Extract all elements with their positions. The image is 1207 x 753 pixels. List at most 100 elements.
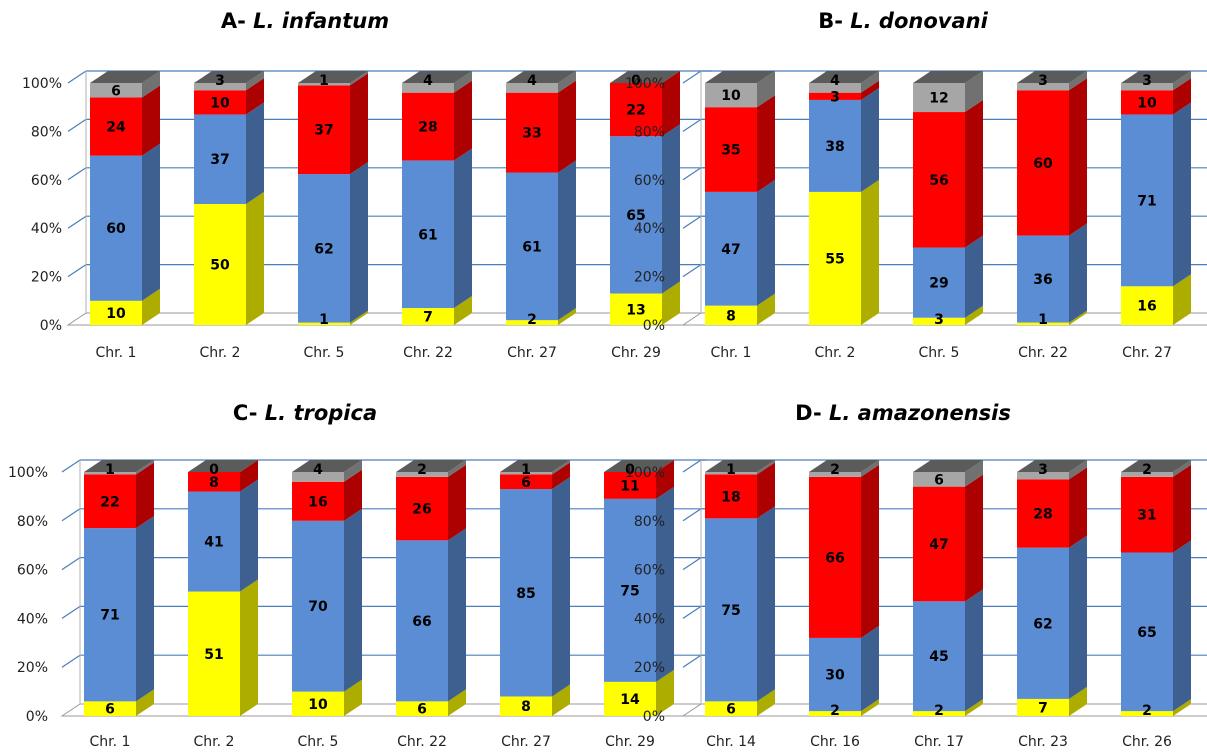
bar-side-yellow <box>1069 310 1087 325</box>
data-label: 7 <box>423 310 433 326</box>
data-label: 70 <box>308 599 328 615</box>
y-tick-label: 20% <box>31 270 62 286</box>
bar-side-yellow <box>136 689 154 716</box>
data-label: 2 <box>934 703 944 719</box>
data-label: 1 <box>521 462 531 478</box>
bar-segment-blue <box>1121 114 1173 287</box>
data-label: 1 <box>105 462 115 478</box>
gridline-diagonal <box>61 605 81 619</box>
bar-side-red <box>757 95 775 192</box>
bar-side-gray <box>552 460 570 475</box>
bar-side-blue <box>757 506 775 702</box>
bar-side-blue <box>344 508 362 692</box>
bar-side-yellow <box>454 296 472 325</box>
bar-top <box>1017 71 1087 83</box>
bar-side-blue <box>1173 540 1191 712</box>
x-category-label: Chr. 23 <box>1018 734 1068 750</box>
data-label: 2 <box>1142 462 1152 478</box>
bar-segment-yellow <box>1121 286 1173 325</box>
bar-segment-yellow <box>506 320 558 325</box>
bar-segment-yellow <box>1017 322 1069 325</box>
bar-segment-gray <box>809 472 861 477</box>
bar-side-yellow <box>965 305 983 325</box>
bar-segment-red <box>1017 90 1069 236</box>
data-label: 2 <box>1142 703 1152 719</box>
bar-side-blue <box>552 477 570 697</box>
bar-side-gray <box>965 71 983 113</box>
y-tick-label: 60% <box>634 173 665 189</box>
bar-segment-yellow <box>1017 698 1069 716</box>
data-label: 18 <box>721 489 740 505</box>
bar-segment-gray <box>1121 472 1173 477</box>
bar-top <box>506 71 576 83</box>
bar-segment-red <box>90 97 142 156</box>
bar-segment-red <box>396 476 448 541</box>
data-label: 66 <box>412 614 431 630</box>
data-label: 61 <box>418 227 437 243</box>
data-label: 6 <box>417 702 427 718</box>
bar-top <box>604 460 674 472</box>
bar-top <box>90 71 160 83</box>
bar-side-yellow <box>1173 699 1191 716</box>
bar-side-blue <box>861 625 879 712</box>
bar-top <box>84 460 154 472</box>
y-tick-label: 20% <box>634 660 665 676</box>
data-label: 2 <box>830 703 840 719</box>
data-label: 71 <box>1137 193 1156 209</box>
bar-segment-yellow <box>809 191 861 325</box>
gridline-diagonal <box>61 557 81 571</box>
bar-side-red <box>1069 78 1087 236</box>
bar-top <box>705 71 775 83</box>
data-label: 0 <box>625 462 635 478</box>
data-label: 6 <box>105 702 115 718</box>
data-label: 75 <box>721 603 740 619</box>
y-tick-label: 100% <box>22 76 62 92</box>
bar-segment-yellow <box>402 308 454 325</box>
y-tick-label: 80% <box>634 124 665 140</box>
bar-top <box>1121 460 1191 472</box>
bar-segment-gray <box>84 472 136 475</box>
bar-segment-yellow <box>705 701 757 716</box>
bar-segment-yellow <box>396 701 448 716</box>
data-label: 10 <box>308 697 328 713</box>
data-label: 65 <box>626 208 645 224</box>
bar-segment-gray <box>1121 83 1173 91</box>
data-label: 2 <box>830 462 840 478</box>
chart-title-species: L. donovani <box>850 9 988 33</box>
y-tick-label: 20% <box>634 270 665 286</box>
gridline-diagonal <box>682 167 702 181</box>
chart-title: C- L. tropica <box>233 401 377 425</box>
data-label: 10 <box>210 95 230 111</box>
y-tick-label: 0% <box>643 318 665 334</box>
bar-side-blue <box>142 143 160 301</box>
data-label: 16 <box>1137 299 1156 315</box>
gridline-diagonal <box>67 70 87 84</box>
bar-segment-red <box>292 481 344 521</box>
bar-side-yellow <box>1173 274 1191 325</box>
bar-segment-yellow <box>188 591 240 716</box>
x-category-label: Chr. 2 <box>200 345 241 361</box>
bar-segment-red <box>809 476 861 638</box>
data-label: 35 <box>721 143 740 159</box>
data-label: 47 <box>721 242 740 258</box>
gridline-diagonal <box>67 264 87 278</box>
bar-side-yellow <box>662 281 680 325</box>
x-category-label: Chr. 27 <box>1122 345 1172 361</box>
bar-side-gray <box>861 460 879 477</box>
bar-segment-blue <box>809 99 861 192</box>
chart-title: A- L. infantum <box>221 9 389 33</box>
gridline-diagonal <box>61 459 81 473</box>
bar-segment-gray <box>1017 83 1069 91</box>
bar-segment-blue <box>500 489 552 697</box>
data-label: 1 <box>319 312 329 328</box>
gridline-diagonal <box>682 70 702 84</box>
bar-segment-red <box>1121 476 1173 553</box>
bar-top <box>809 71 879 83</box>
data-label: 31 <box>1137 508 1156 524</box>
data-label: 12 <box>929 91 948 107</box>
bar-side-red <box>965 474 983 602</box>
y-tick-label: 60% <box>17 563 48 579</box>
gridline-diagonal <box>682 557 702 571</box>
data-label: 28 <box>418 120 437 136</box>
data-label: 37 <box>210 152 229 168</box>
